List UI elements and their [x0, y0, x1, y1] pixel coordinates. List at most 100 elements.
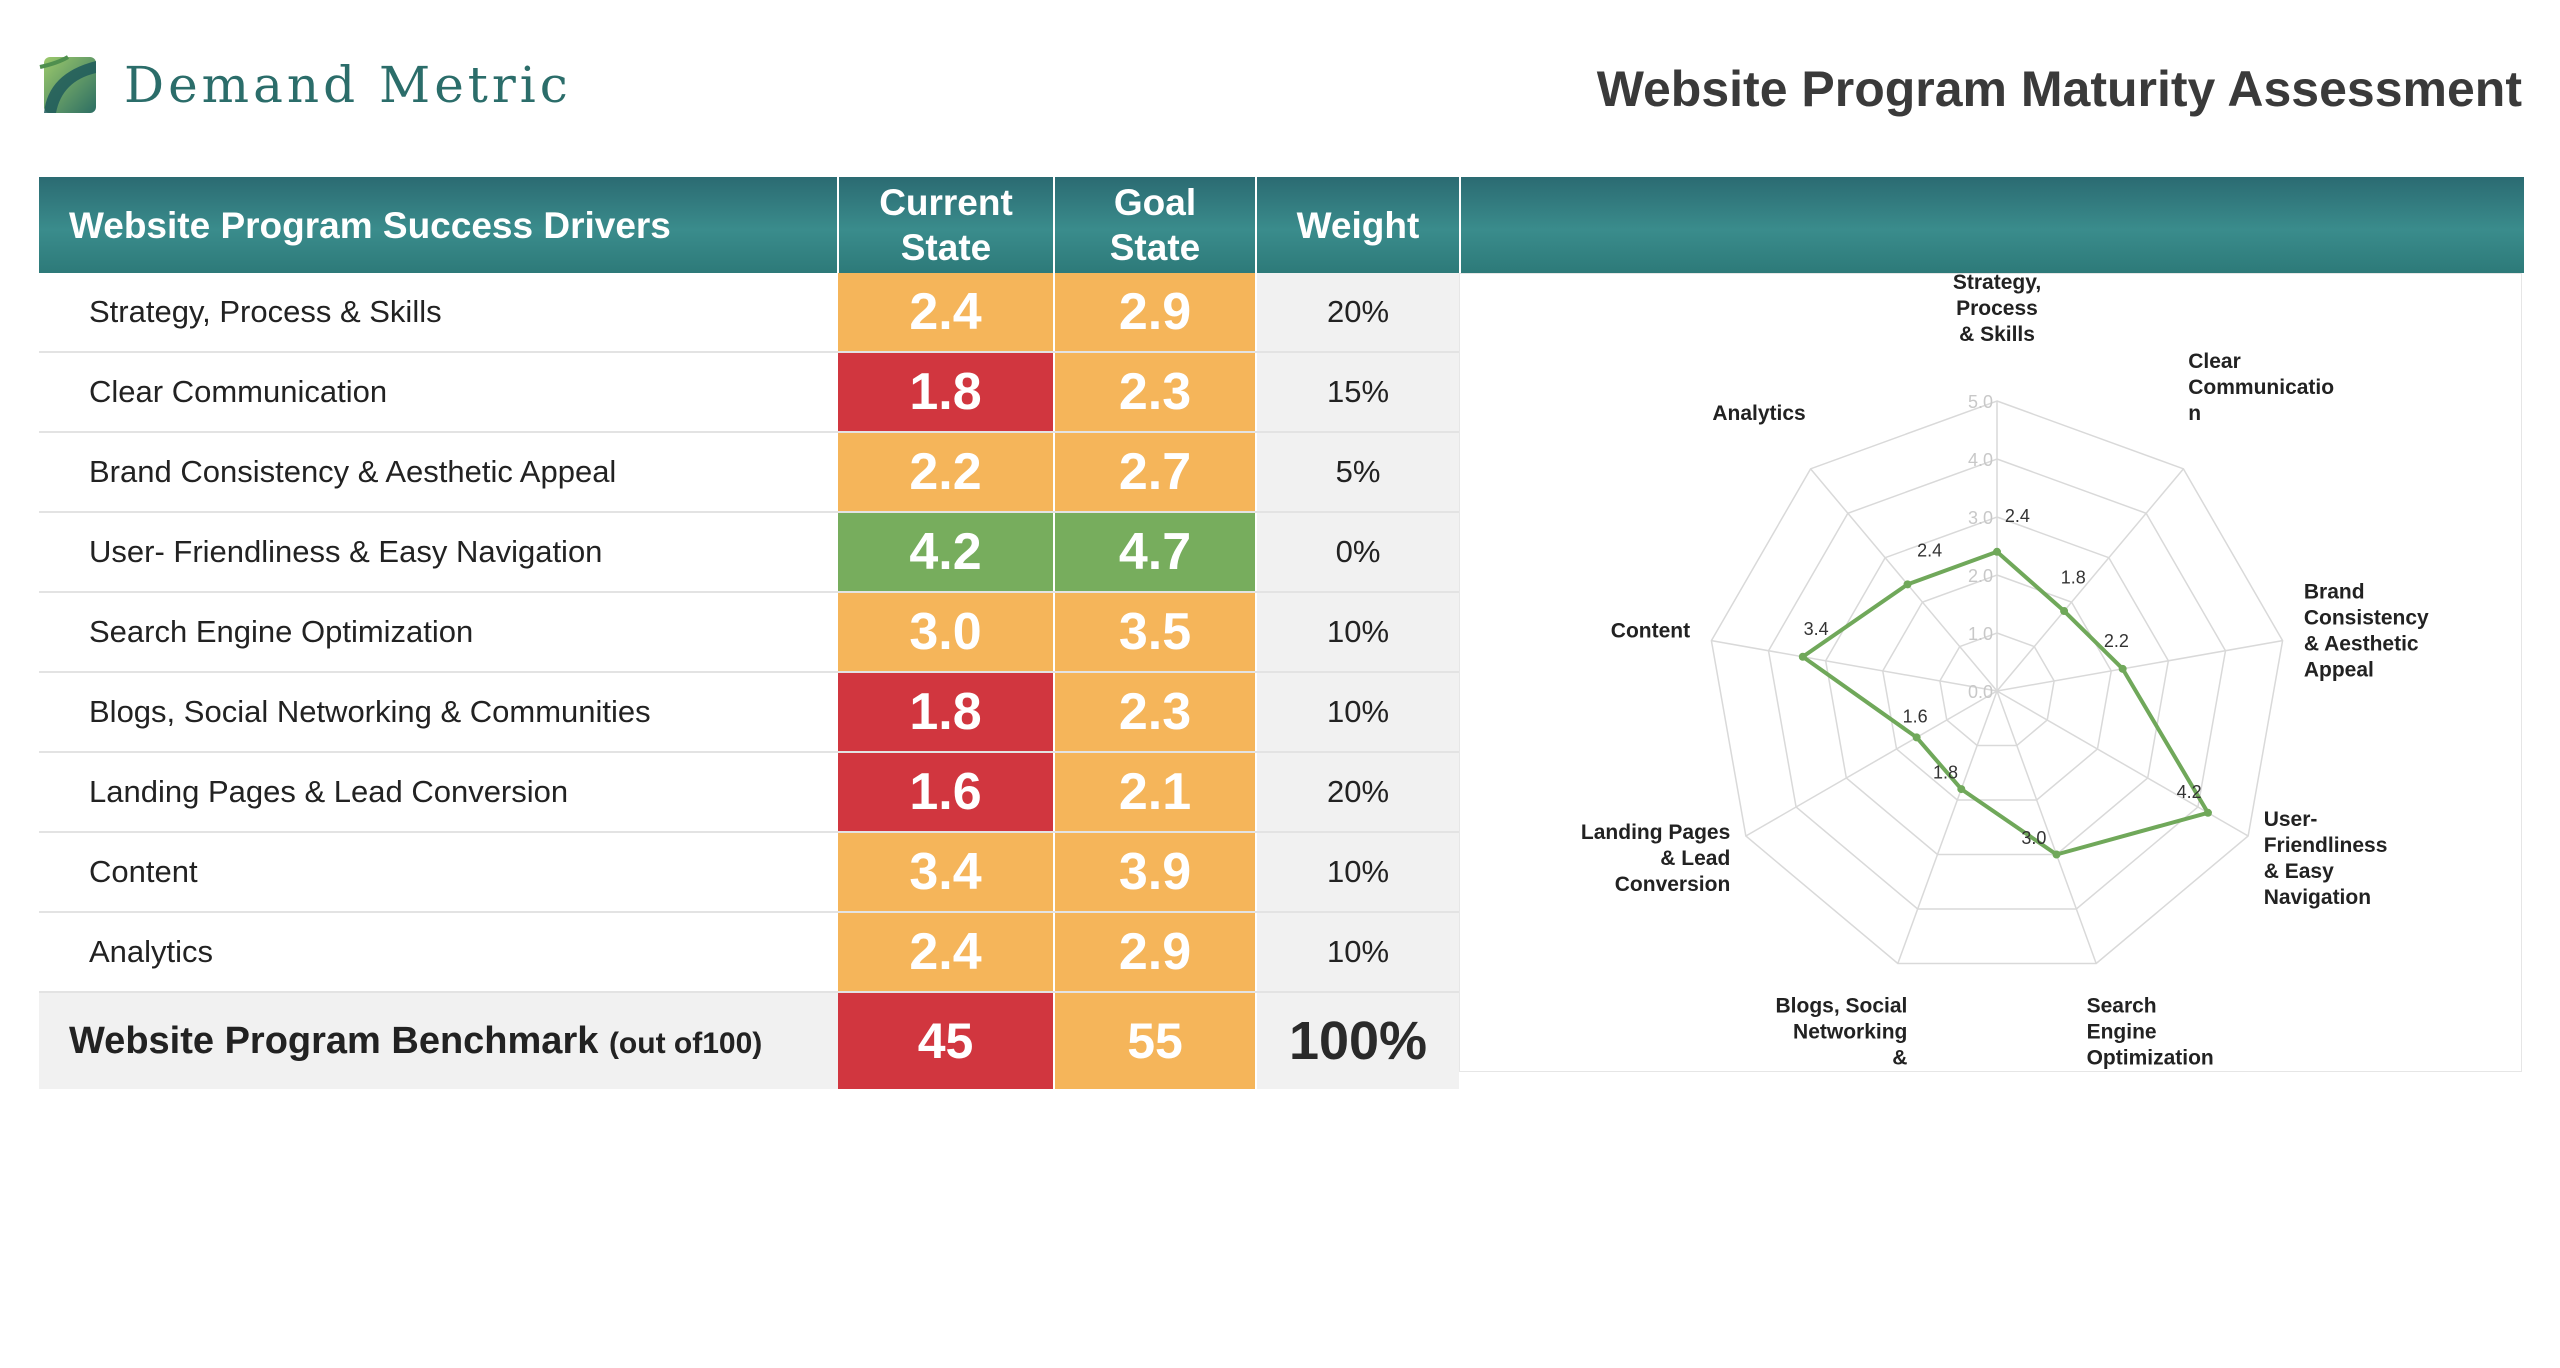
logo-text: Demand Metric: [124, 56, 572, 114]
radar-axis-label-line: Conversion: [1615, 873, 1731, 896]
radar-axis-label-line: n: [2188, 402, 2201, 425]
radar-spoke: [1996, 639, 2283, 692]
goal-state-score: 2.3: [1054, 672, 1257, 753]
radar-tick-label: 2.0: [1968, 566, 1993, 586]
radar-data-label: 2.2: [2104, 631, 2129, 651]
radar-axis-label: Content: [1611, 619, 1690, 642]
driver-name: User- Friendliness & Easy Navigation: [39, 512, 838, 593]
benchmark-goal-score: 55: [1054, 992, 1257, 1089]
radar-axis-label-line: &: [1892, 1047, 1907, 1070]
current-state-score: 2.2: [838, 432, 1055, 513]
radar-data-point: [2060, 607, 2069, 616]
radar-tick-label: 0.0: [1968, 682, 1993, 702]
radar-data-point: [1903, 580, 1912, 589]
assessment-panel: Website Program Success Drivers Current S…: [39, 177, 2524, 1089]
radar-axis-label-line: Optimization: [2087, 1047, 2214, 1070]
table-row: Strategy, Process & Skills 2.4 2.9 20%: [39, 273, 1459, 353]
goal-state-score: 2.3: [1054, 352, 1257, 433]
radar-axis-label: Brand Consistency & Aesthetic Appeal: [2304, 580, 2429, 681]
current-state-score: 2.4: [838, 273, 1055, 353]
weight-value: 15%: [1256, 352, 1459, 433]
goal-state-score: 2.9: [1054, 912, 1257, 993]
goal-state-score: 2.7: [1054, 432, 1257, 513]
goal-state-score: 2.9: [1054, 273, 1257, 353]
radar-axis-label: Analytics: [1712, 402, 1805, 425]
radar-data-point: [1798, 652, 1807, 661]
radar-axis-label-line: Analytics: [1712, 402, 1805, 425]
radar-axis-label-line: Process: [1956, 297, 2038, 320]
radar-axis-label: Strategy, Process & Skills: [1953, 274, 2041, 346]
radar-spoke: [1996, 690, 2097, 964]
weight-value: 10%: [1256, 672, 1459, 753]
radar-axis-label-line: Clear: [2188, 350, 2241, 373]
radar-axis-label: Clear Communicatio n: [2188, 350, 2334, 425]
radar-grid-ring: [1767, 458, 2227, 910]
driver-name: Search Engine Optimization: [39, 592, 838, 673]
drivers-table: Website Program Success Drivers Current S…: [39, 177, 1459, 1089]
radar-data-point: [1993, 547, 2001, 556]
radar-axis-label-line: Brand: [2304, 580, 2365, 603]
current-state-score: 3.0: [838, 592, 1055, 673]
radar-axis-label-line: Consistency: [2304, 606, 2429, 629]
radar-data-label: 1.8: [2061, 567, 2086, 587]
radar-spoke: [1745, 690, 1998, 837]
radar-axis-label-line: Appeal: [2304, 658, 2374, 681]
radar-axis-label-line: Friendliness: [2264, 834, 2388, 857]
current-state-score: 4.2: [838, 512, 1055, 593]
radar-data-point: [2118, 664, 2127, 673]
radar-data-label: 2.4: [1917, 541, 1942, 561]
driver-name: Clear Communication: [39, 352, 838, 433]
table-row: Blogs, Social Networking & Communities 1.…: [39, 672, 1459, 753]
radar-axis-label-line: User-: [2264, 808, 2318, 831]
radar-spoke: [1996, 468, 2184, 692]
goal-state-score: 3.5: [1054, 592, 1257, 673]
weight-value: 10%: [1256, 832, 1459, 913]
radar-header: [1459, 177, 2524, 273]
weight-value: 20%: [1256, 752, 1459, 833]
radar-data-label: 1.6: [1903, 706, 1928, 726]
radar-spoke: [1810, 468, 1998, 692]
driver-name: Analytics: [39, 912, 838, 993]
radar-axis-label-line: Networking: [1793, 1021, 1907, 1044]
header-current-state: Current State: [838, 177, 1055, 273]
goal-state-score: 3.9: [1054, 832, 1257, 913]
table-row: Clear Communication 1.8 2.3 15%: [39, 352, 1459, 433]
table-row: Brand Consistency & Aesthetic Appeal 2.2 2…: [39, 432, 1459, 513]
driver-name: Blogs, Social Networking & Communities: [39, 672, 838, 753]
radar-axis-label: Landing Pages & Lead Conversion: [1581, 821, 1730, 896]
benchmark-current-score: 45: [838, 992, 1055, 1089]
goal-state-score: 4.7: [1054, 512, 1257, 593]
current-state-score: 1.8: [838, 672, 1055, 753]
radar-axis-label-line: Blogs, Social: [1776, 995, 1908, 1018]
table-header-row: Website Program Success Drivers Current S…: [39, 177, 1459, 273]
radar-grid-ring: [1824, 516, 2170, 856]
table-row: User- Friendliness & Easy Navigation 4.2 4…: [39, 512, 1459, 593]
header-weight: Weight: [1256, 177, 1459, 273]
benchmark-label: Website Program Benchmark (out of100): [39, 992, 838, 1089]
driver-name: Content: [39, 832, 838, 913]
weight-value: 10%: [1256, 912, 1459, 993]
radar-data-label: 3.4: [1804, 619, 1829, 639]
radar-axis-label-line: Communicatio: [2188, 376, 2334, 399]
driver-name: Landing Pages & Lead Conversion: [39, 752, 838, 833]
driver-name: Brand Consistency & Aesthetic Appeal: [39, 432, 838, 513]
radar-tick-label: 4.0: [1968, 450, 1993, 470]
radar-axis-label: User- Friendliness & Easy Navigation: [2264, 808, 2388, 909]
header-goal-state: Goal State: [1054, 177, 1257, 273]
radar-chart: 0.0 1.0 2.0 3.0 4.0 5.0 2.4 1.8 2.2 4.2 3.0 1.8 1.6 3…: [1581, 274, 2429, 1070]
radar-data-point: [1957, 785, 1966, 794]
header-success-drivers: Website Program Success Drivers: [39, 177, 839, 273]
radar-data-point: [2052, 850, 2061, 859]
radar-tick-label: 1.0: [1968, 624, 1993, 644]
benchmark-row: Website Program Benchmark (out of100) 45…: [39, 992, 1459, 1089]
weight-value: 10%: [1256, 592, 1459, 673]
radar-axis-label-line: Engine: [2087, 1021, 2157, 1044]
table-row: Content 3.4 3.9 10%: [39, 832, 1459, 913]
current-state-score: 1.8: [838, 352, 1055, 433]
radar-data-point: [1912, 733, 1921, 742]
radar-axis-label-line: & Aesthetic: [2304, 632, 2419, 655]
current-state-score: 3.4: [838, 832, 1055, 913]
radar-data-label: 2.4: [2005, 506, 2030, 526]
benchmark-weight: 100%: [1256, 992, 1459, 1089]
radar-axis-label-line: & Skills: [1959, 323, 2035, 346]
